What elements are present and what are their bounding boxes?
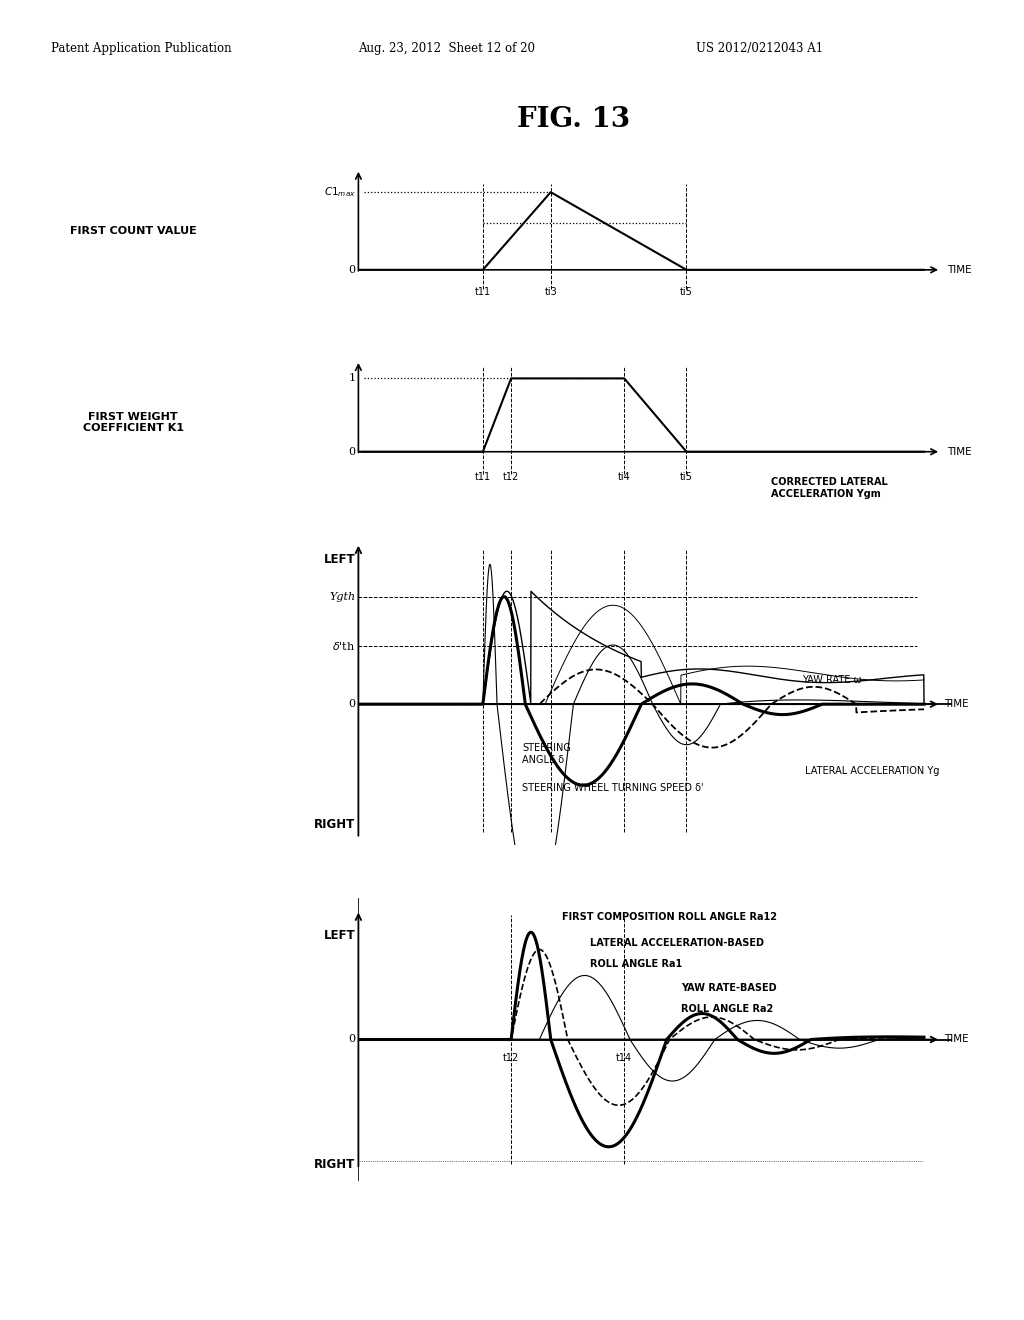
- Text: LEFT: LEFT: [324, 929, 355, 942]
- Text: FIG. 13: FIG. 13: [517, 106, 630, 132]
- Text: 0: 0: [348, 700, 355, 709]
- Text: ti4: ti4: [617, 473, 631, 482]
- Text: t12: t12: [503, 1053, 519, 1064]
- Text: LEFT: LEFT: [324, 553, 355, 566]
- Text: STEERING WHEEL TURNING SPEED δ': STEERING WHEEL TURNING SPEED δ': [522, 783, 703, 793]
- Text: Ygth: Ygth: [330, 591, 355, 602]
- Text: TIME: TIME: [946, 265, 972, 275]
- Text: LATERAL ACCELERATION-BASED: LATERAL ACCELERATION-BASED: [590, 937, 764, 948]
- Text: FIRST WEIGHT
COEFFICIENT K1: FIRST WEIGHT COEFFICIENT K1: [83, 412, 183, 433]
- Text: Aug. 23, 2012  Sheet 12 of 20: Aug. 23, 2012 Sheet 12 of 20: [358, 42, 536, 55]
- Text: $\delta$'th: $\delta$'th: [333, 640, 355, 652]
- Text: US 2012/0212043 A1: US 2012/0212043 A1: [696, 42, 823, 55]
- Text: TIME: TIME: [944, 700, 969, 709]
- Text: 0: 0: [348, 265, 355, 275]
- Text: ti5: ti5: [680, 473, 693, 482]
- Text: t11: t11: [475, 286, 490, 297]
- Text: RIGHT: RIGHT: [314, 1158, 355, 1171]
- Text: TIME: TIME: [944, 1035, 969, 1044]
- Text: YAW RATE-BASED: YAW RATE-BASED: [681, 983, 776, 993]
- Text: RIGHT: RIGHT: [314, 817, 355, 830]
- Text: TIME: TIME: [946, 446, 972, 457]
- Text: $C1_{max}$: $C1_{max}$: [324, 185, 355, 199]
- Text: t12: t12: [503, 473, 519, 482]
- Text: ti3: ti3: [545, 286, 557, 297]
- Text: ti5: ti5: [680, 286, 693, 297]
- Text: t11: t11: [475, 473, 490, 482]
- Text: ROLL ANGLE Ra2: ROLL ANGLE Ra2: [681, 1003, 773, 1014]
- Text: Patent Application Publication: Patent Application Publication: [51, 42, 231, 55]
- Text: FIRST COMPOSITION ROLL ANGLE Ra12: FIRST COMPOSITION ROLL ANGLE Ra12: [562, 912, 777, 921]
- Text: CORRECTED LATERAL
ACCELERATION Ygm: CORRECTED LATERAL ACCELERATION Ygm: [771, 478, 888, 499]
- Text: 0: 0: [348, 446, 355, 457]
- Text: t14: t14: [616, 1053, 632, 1064]
- Text: STEERING
ANGLE δ: STEERING ANGLE δ: [522, 743, 571, 766]
- Text: FIRST COUNT VALUE: FIRST COUNT VALUE: [70, 226, 197, 236]
- Text: 1: 1: [348, 374, 355, 383]
- Text: ROLL ANGLE Ra1: ROLL ANGLE Ra1: [590, 958, 683, 969]
- Text: 0: 0: [348, 1035, 355, 1044]
- Text: YAW RATE ω: YAW RATE ω: [803, 676, 862, 685]
- Text: LATERAL ACCELERATION Yg: LATERAL ACCELERATION Yg: [805, 766, 940, 776]
